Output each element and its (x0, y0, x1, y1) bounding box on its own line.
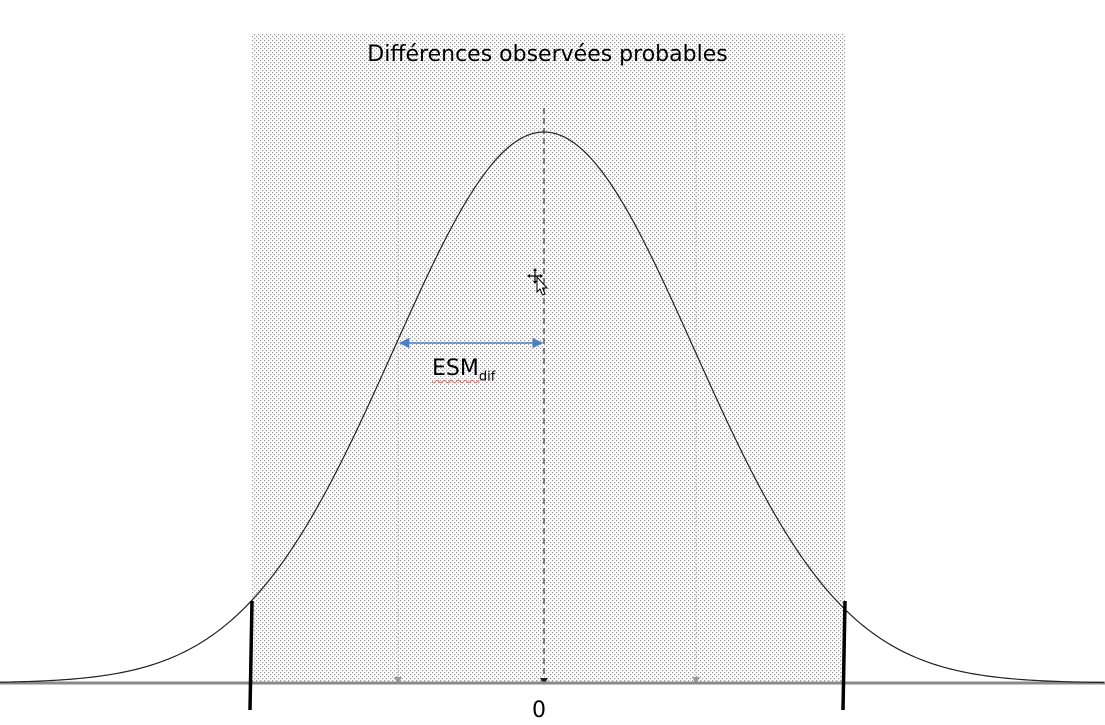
right-guide-arrowhead (692, 677, 700, 684)
right-boundary-mark (841, 600, 847, 711)
esm-label-text: ESM (432, 356, 479, 381)
left-boundary-mark (248, 600, 254, 711)
move-cursor-icon (527, 268, 549, 296)
probable-differences-region (252, 33, 845, 683)
center-zero-label: 0 (532, 698, 546, 723)
diagram-title: Différences observées probables (367, 42, 728, 67)
esm-label-subscript: dif (478, 369, 496, 385)
esm-dif-label: ESMdif (432, 356, 495, 384)
left-guide-arrowhead (394, 677, 402, 684)
bell-curve (0, 131, 1105, 684)
